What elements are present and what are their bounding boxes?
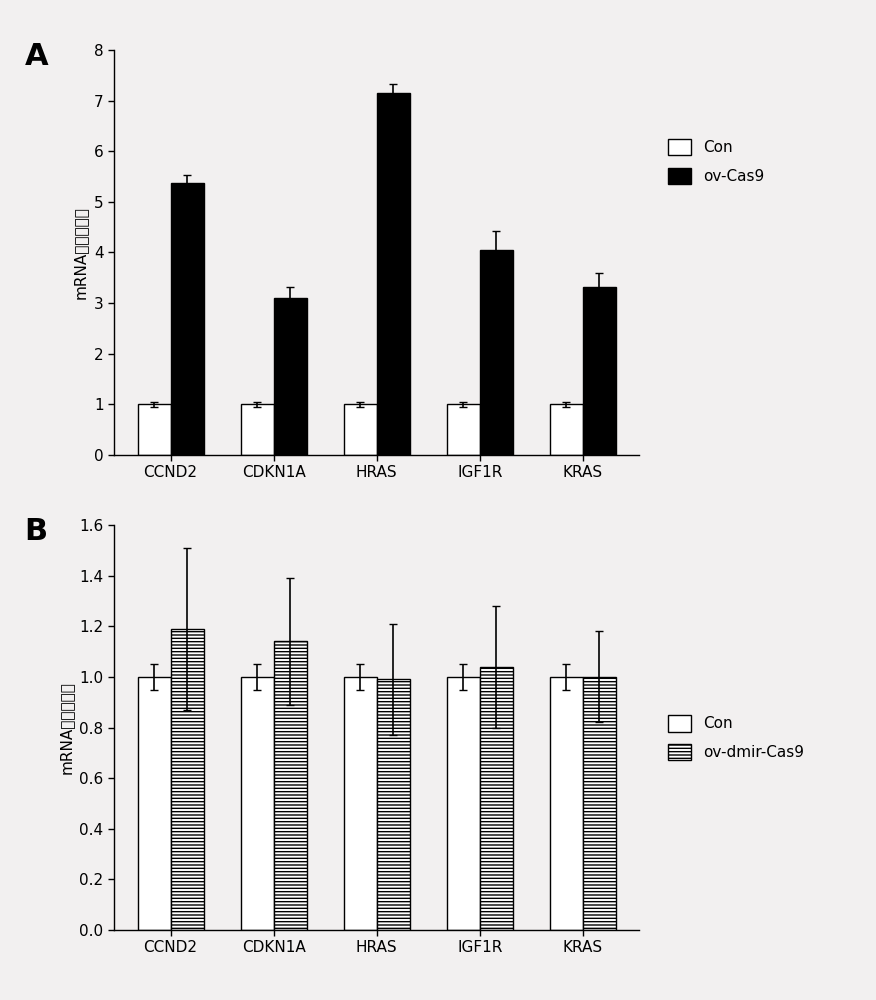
Bar — [583, 677, 616, 930]
Bar — [480, 250, 512, 455]
Text: A: A — [25, 42, 48, 71]
Bar — [447, 404, 480, 455]
Bar — [377, 93, 410, 455]
Bar — [138, 404, 171, 455]
Bar — [480, 667, 512, 930]
Bar — [343, 404, 377, 455]
Bar — [171, 183, 203, 455]
Bar — [138, 677, 171, 930]
Legend: Con, ov-Cas9: Con, ov-Cas9 — [668, 139, 765, 184]
Bar — [377, 679, 410, 930]
Bar — [447, 677, 480, 930]
Bar — [550, 677, 583, 930]
Bar — [550, 404, 583, 455]
Legend: Con, ov-dmir-Cas9: Con, ov-dmir-Cas9 — [668, 715, 804, 760]
Bar — [241, 404, 273, 455]
Bar — [343, 677, 377, 930]
Text: B: B — [25, 517, 47, 546]
Y-axis label: mRNA相对表达量: mRNA相对表达量 — [74, 206, 88, 299]
Y-axis label: mRNA相对表达量: mRNA相对表达量 — [59, 681, 74, 774]
Bar — [241, 677, 273, 930]
Bar — [273, 298, 307, 455]
Bar — [273, 641, 307, 930]
Bar — [171, 629, 203, 930]
Bar — [583, 287, 616, 455]
